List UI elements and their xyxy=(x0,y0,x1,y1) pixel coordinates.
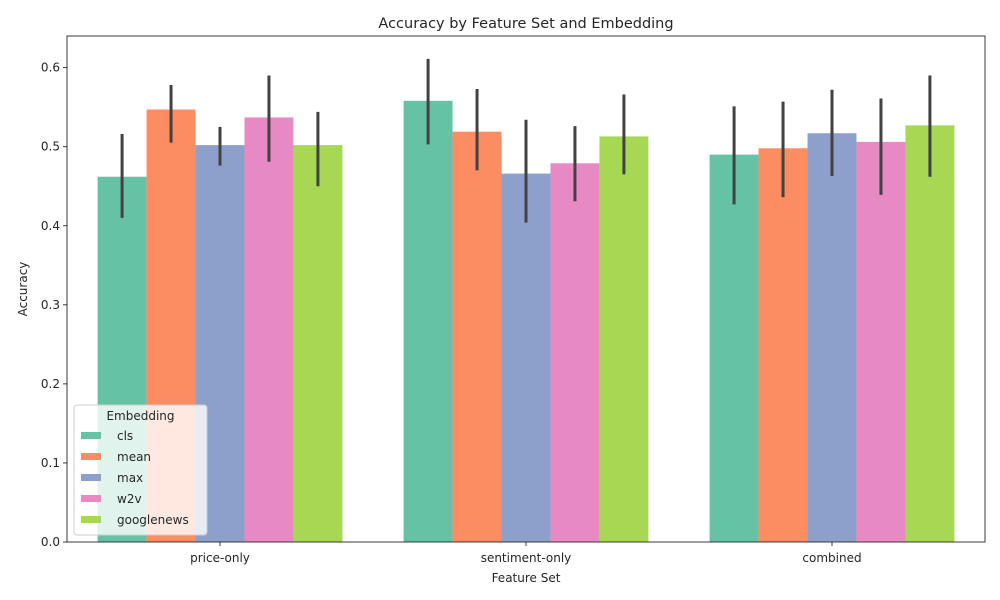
y-tick-label: 0.1 xyxy=(41,456,60,470)
bar-mean-sentiment-only xyxy=(452,131,502,542)
legend-swatch-max xyxy=(81,474,101,481)
legend: Embedding cls mean max w2v googlenews xyxy=(73,404,208,536)
bar-max-combined xyxy=(807,133,857,542)
error-bars-group xyxy=(120,58,932,223)
legend-swatch-cls xyxy=(81,432,101,439)
y-tick-label: 0.3 xyxy=(41,298,60,312)
y-tick-label: 0.5 xyxy=(41,140,60,154)
chart-title: Accuracy by Feature Set and Embedding xyxy=(378,16,673,32)
x-axis-title: Feature Set xyxy=(492,571,561,585)
x-tick-label: sentiment-only xyxy=(481,551,572,565)
y-axis: 0.0 0.1 0.2 0.3 0.4 0.5 0.6 xyxy=(41,61,67,549)
bar-mean-combined xyxy=(758,148,808,543)
y-tick-label: 0.2 xyxy=(41,377,60,391)
bar-w2v-sentiment-only xyxy=(550,163,600,542)
y-tick-label: 0.6 xyxy=(41,61,60,75)
legend-label-max: max xyxy=(117,471,143,485)
legend-label-googlenews: googlenews xyxy=(117,513,189,527)
legend-title: Embedding xyxy=(106,409,174,423)
x-axis: price-only sentiment-only combined xyxy=(190,542,862,565)
legend-swatch-mean xyxy=(81,453,101,460)
y-tick-label: 0.4 xyxy=(41,219,60,233)
legend-label-cls: cls xyxy=(117,429,133,443)
bar-googlenews-price-only xyxy=(293,145,343,542)
bar-w2v-combined xyxy=(856,141,906,542)
legend-label-mean: mean xyxy=(117,450,151,464)
legend-label-w2v: w2v xyxy=(117,492,142,506)
bars-group xyxy=(97,100,955,543)
x-tick-label: combined xyxy=(802,551,861,565)
legend-swatch-w2v xyxy=(81,495,101,502)
legend-swatch-googlenews xyxy=(81,516,101,523)
legend-box xyxy=(73,404,208,536)
bar-cls-sentiment-only xyxy=(403,100,453,543)
bar-googlenews-sentiment-only xyxy=(599,136,649,543)
x-tick-label: price-only xyxy=(190,551,250,565)
bar-googlenews-combined xyxy=(905,125,955,542)
y-axis-title: Accuracy xyxy=(16,262,30,317)
y-tick-label: 0.0 xyxy=(41,535,60,549)
bar-max-sentiment-only xyxy=(501,173,551,542)
bar-w2v-price-only xyxy=(244,117,294,542)
bar-cls-combined xyxy=(709,154,759,542)
